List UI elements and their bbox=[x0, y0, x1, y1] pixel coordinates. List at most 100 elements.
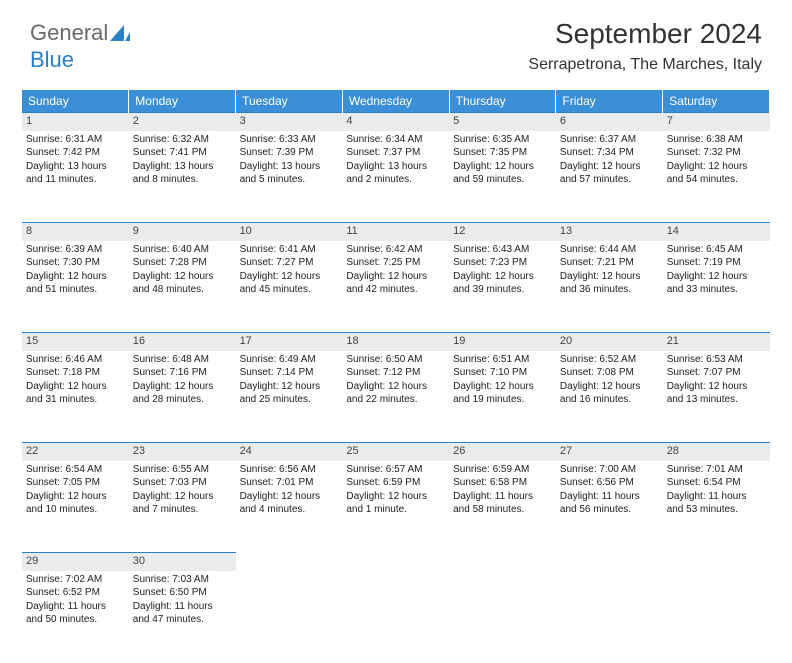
sunrise-text: Sunrise: 7:01 AM bbox=[667, 463, 766, 477]
sunset-text: Sunset: 7:27 PM bbox=[240, 256, 339, 270]
day-content-cell: Sunrise: 6:48 AMSunset: 7:16 PMDaylight:… bbox=[129, 351, 236, 443]
day-number-cell: 3 bbox=[236, 113, 343, 131]
day-content-cell: Sunrise: 6:32 AMSunset: 7:41 PMDaylight:… bbox=[129, 131, 236, 223]
sunrise-text: Sunrise: 6:37 AM bbox=[560, 133, 659, 147]
sunset-text: Sunset: 7:12 PM bbox=[346, 366, 445, 380]
daylight-text: Daylight: 12 hours and 48 minutes. bbox=[133, 270, 232, 297]
day-content-row: Sunrise: 6:39 AMSunset: 7:30 PMDaylight:… bbox=[22, 241, 770, 333]
day-number-cell: 4 bbox=[342, 113, 449, 131]
sunset-text: Sunset: 7:10 PM bbox=[453, 366, 552, 380]
sunset-text: Sunset: 7:28 PM bbox=[133, 256, 232, 270]
sunset-text: Sunset: 7:07 PM bbox=[667, 366, 766, 380]
sunset-text: Sunset: 6:54 PM bbox=[667, 476, 766, 490]
sunset-text: Sunset: 7:16 PM bbox=[133, 366, 232, 380]
weekday-thursday: Thursday bbox=[449, 90, 556, 113]
location-subtitle: Serrapetrona, The Marches, Italy bbox=[528, 56, 762, 74]
day-number-cell bbox=[663, 553, 770, 571]
weekday-wednesday: Wednesday bbox=[342, 90, 449, 113]
day-number-cell: 12 bbox=[449, 223, 556, 241]
daylight-text: Daylight: 11 hours and 53 minutes. bbox=[667, 490, 766, 517]
sunrise-text: Sunrise: 6:31 AM bbox=[26, 133, 125, 147]
day-number-cell bbox=[556, 553, 663, 571]
day-number-row: 2930 bbox=[22, 553, 770, 571]
daylight-text: Daylight: 11 hours and 47 minutes. bbox=[133, 600, 232, 627]
sunset-text: Sunset: 7:41 PM bbox=[133, 146, 232, 160]
sunrise-text: Sunrise: 6:48 AM bbox=[133, 353, 232, 367]
day-content-cell: Sunrise: 6:45 AMSunset: 7:19 PMDaylight:… bbox=[663, 241, 770, 333]
day-content-cell: Sunrise: 7:02 AMSunset: 6:52 PMDaylight:… bbox=[22, 571, 129, 663]
sunrise-text: Sunrise: 6:50 AM bbox=[346, 353, 445, 367]
sunrise-text: Sunrise: 6:40 AM bbox=[133, 243, 232, 257]
day-content-cell: Sunrise: 6:38 AMSunset: 7:32 PMDaylight:… bbox=[663, 131, 770, 223]
day-content-cell: Sunrise: 6:56 AMSunset: 7:01 PMDaylight:… bbox=[236, 461, 343, 553]
weekday-tuesday: Tuesday bbox=[236, 90, 343, 113]
day-number-cell: 6 bbox=[556, 113, 663, 131]
day-content-cell: Sunrise: 6:37 AMSunset: 7:34 PMDaylight:… bbox=[556, 131, 663, 223]
day-content-cell: Sunrise: 6:52 AMSunset: 7:08 PMDaylight:… bbox=[556, 351, 663, 443]
header: September 2024 Serrapetrona, The Marches… bbox=[528, 18, 762, 74]
day-number-cell bbox=[236, 553, 343, 571]
daylight-text: Daylight: 12 hours and 1 minute. bbox=[346, 490, 445, 517]
daylight-text: Daylight: 11 hours and 58 minutes. bbox=[453, 490, 552, 517]
sunrise-text: Sunrise: 6:56 AM bbox=[240, 463, 339, 477]
day-content-cell: Sunrise: 6:41 AMSunset: 7:27 PMDaylight:… bbox=[236, 241, 343, 333]
day-number-cell bbox=[342, 553, 449, 571]
daylight-text: Daylight: 12 hours and 36 minutes. bbox=[560, 270, 659, 297]
daylight-text: Daylight: 12 hours and 7 minutes. bbox=[133, 490, 232, 517]
sunset-text: Sunset: 7:21 PM bbox=[560, 256, 659, 270]
day-number-cell: 22 bbox=[22, 443, 129, 461]
day-content-cell: Sunrise: 6:31 AMSunset: 7:42 PMDaylight:… bbox=[22, 131, 129, 223]
sunrise-text: Sunrise: 6:52 AM bbox=[560, 353, 659, 367]
day-number-cell: 5 bbox=[449, 113, 556, 131]
daylight-text: Daylight: 13 hours and 2 minutes. bbox=[346, 160, 445, 187]
weekday-sunday: Sunday bbox=[22, 90, 129, 113]
sunrise-text: Sunrise: 6:35 AM bbox=[453, 133, 552, 147]
day-content-cell: Sunrise: 6:34 AMSunset: 7:37 PMDaylight:… bbox=[342, 131, 449, 223]
day-content-cell bbox=[236, 571, 343, 663]
logo-sail-icon bbox=[110, 21, 130, 47]
day-content-cell: Sunrise: 6:59 AMSunset: 6:58 PMDaylight:… bbox=[449, 461, 556, 553]
day-number-cell: 14 bbox=[663, 223, 770, 241]
sunset-text: Sunset: 6:59 PM bbox=[346, 476, 445, 490]
sunset-text: Sunset: 7:18 PM bbox=[26, 366, 125, 380]
day-number-row: 1234567 bbox=[22, 113, 770, 131]
sunrise-text: Sunrise: 6:34 AM bbox=[346, 133, 445, 147]
day-content-cell: Sunrise: 6:39 AMSunset: 7:30 PMDaylight:… bbox=[22, 241, 129, 333]
day-number-cell: 2 bbox=[129, 113, 236, 131]
day-content-row: Sunrise: 7:02 AMSunset: 6:52 PMDaylight:… bbox=[22, 571, 770, 663]
sunrise-text: Sunrise: 6:54 AM bbox=[26, 463, 125, 477]
day-number-cell: 25 bbox=[342, 443, 449, 461]
daylight-text: Daylight: 12 hours and 19 minutes. bbox=[453, 380, 552, 407]
sunrise-text: Sunrise: 6:38 AM bbox=[667, 133, 766, 147]
sunrise-text: Sunrise: 6:42 AM bbox=[346, 243, 445, 257]
weekday-friday: Friday bbox=[556, 90, 663, 113]
sunset-text: Sunset: 7:32 PM bbox=[667, 146, 766, 160]
daylight-text: Daylight: 12 hours and 4 minutes. bbox=[240, 490, 339, 517]
sunrise-text: Sunrise: 6:33 AM bbox=[240, 133, 339, 147]
daylight-text: Daylight: 12 hours and 39 minutes. bbox=[453, 270, 552, 297]
day-content-cell bbox=[449, 571, 556, 663]
day-content-cell: Sunrise: 7:01 AMSunset: 6:54 PMDaylight:… bbox=[663, 461, 770, 553]
day-number-cell: 17 bbox=[236, 333, 343, 351]
sunrise-text: Sunrise: 6:39 AM bbox=[26, 243, 125, 257]
sunset-text: Sunset: 6:52 PM bbox=[26, 586, 125, 600]
day-number-cell: 24 bbox=[236, 443, 343, 461]
sunrise-text: Sunrise: 6:41 AM bbox=[240, 243, 339, 257]
sunset-text: Sunset: 7:19 PM bbox=[667, 256, 766, 270]
day-number-cell: 28 bbox=[663, 443, 770, 461]
daylight-text: Daylight: 12 hours and 51 minutes. bbox=[26, 270, 125, 297]
day-content-cell: Sunrise: 6:35 AMSunset: 7:35 PMDaylight:… bbox=[449, 131, 556, 223]
sunrise-text: Sunrise: 6:55 AM bbox=[133, 463, 232, 477]
weekday-saturday: Saturday bbox=[663, 90, 770, 113]
logo: General Blue bbox=[30, 20, 130, 73]
calendar-table: Sunday Monday Tuesday Wednesday Thursday… bbox=[22, 90, 770, 663]
daylight-text: Daylight: 11 hours and 50 minutes. bbox=[26, 600, 125, 627]
daylight-text: Daylight: 12 hours and 45 minutes. bbox=[240, 270, 339, 297]
sunset-text: Sunset: 7:23 PM bbox=[453, 256, 552, 270]
sunset-text: Sunset: 7:05 PM bbox=[26, 476, 125, 490]
sunrise-text: Sunrise: 6:45 AM bbox=[667, 243, 766, 257]
daylight-text: Daylight: 12 hours and 25 minutes. bbox=[240, 380, 339, 407]
day-content-cell: Sunrise: 6:33 AMSunset: 7:39 PMDaylight:… bbox=[236, 131, 343, 223]
sunset-text: Sunset: 7:30 PM bbox=[26, 256, 125, 270]
day-number-cell: 7 bbox=[663, 113, 770, 131]
